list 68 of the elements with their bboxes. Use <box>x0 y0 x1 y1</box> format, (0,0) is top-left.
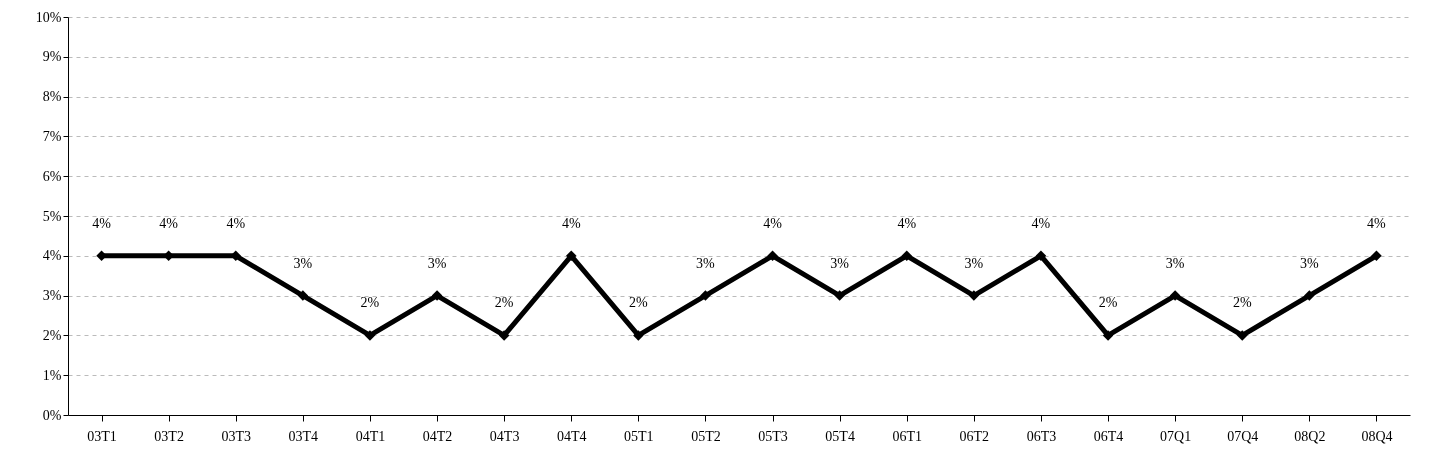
x-tick-label: 03T3 <box>221 428 252 444</box>
y-tick-label: 7% <box>42 128 62 144</box>
y-tick-label: 0% <box>42 407 62 423</box>
x-tick-label: 04T2 <box>422 428 453 444</box>
x-tick-label: 05T2 <box>691 428 721 444</box>
x-tick-label: 04T3 <box>489 428 520 444</box>
data-label: 4% <box>1031 215 1051 231</box>
data-label: 4% <box>92 215 112 231</box>
data-label: 2% <box>360 295 380 311</box>
y-tick-label: 5% <box>42 208 62 224</box>
x-tick-label: 08Q2 <box>1294 428 1326 444</box>
point <box>633 330 644 341</box>
x-tick-label: 04T4 <box>556 428 587 444</box>
x-tick-label: 07Q1 <box>1160 428 1192 444</box>
data-label: 4% <box>561 215 581 231</box>
data-label: 4% <box>763 215 783 231</box>
point <box>834 290 845 301</box>
data-label: 2% <box>1098 295 1118 311</box>
y-tick-label: 9% <box>42 49 62 65</box>
point <box>297 290 309 301</box>
data-label: 4% <box>159 215 179 231</box>
y-tick-label: 8% <box>42 89 62 105</box>
x-tick-label: 06T3 <box>1026 428 1057 444</box>
y-tick-label: 2% <box>42 327 62 343</box>
y-tick-label: 4% <box>42 248 62 264</box>
x-tick-label: 03T4 <box>288 428 319 444</box>
x-tick-label: 08Q4 <box>1361 428 1393 444</box>
point <box>1102 330 1114 341</box>
data-label: 3% <box>1165 255 1185 271</box>
x-tick-label: 03T1 <box>87 428 117 444</box>
data-label: 4% <box>226 215 246 231</box>
data-label: 3% <box>293 255 313 271</box>
y-tick-label: 1% <box>42 367 62 383</box>
point <box>1304 290 1315 301</box>
data-label: 4% <box>897 215 917 231</box>
point <box>1169 290 1181 301</box>
point <box>1035 250 1047 262</box>
data-label: 4% <box>1367 215 1387 231</box>
data-label: 3% <box>830 255 850 271</box>
data-label: 2% <box>494 295 514 311</box>
y-tick-label: 6% <box>42 168 62 184</box>
point <box>901 250 912 262</box>
data-label: 3% <box>964 255 984 271</box>
point <box>1371 250 1382 262</box>
x-tick-label: 04T1 <box>355 428 386 444</box>
x-tick-label: 07Q4 <box>1227 428 1259 444</box>
data-label: 2% <box>1232 295 1252 311</box>
point <box>1237 330 1248 341</box>
x-tick-label: 06T4 <box>1093 428 1124 444</box>
y-tick-label: 3% <box>42 288 62 304</box>
x-tick-label: 06T2 <box>959 428 990 444</box>
x-tick-label: 05T3 <box>758 428 788 444</box>
x-tick-label: 06T1 <box>892 428 923 444</box>
point <box>431 290 443 301</box>
x-tick-label: 05T1 <box>624 428 654 444</box>
data-label: 3% <box>1300 255 1320 271</box>
point <box>566 250 577 262</box>
data-label: 3% <box>427 255 447 271</box>
y-tick-label: 10% <box>35 9 62 25</box>
point <box>498 330 510 341</box>
point <box>767 250 778 262</box>
point <box>968 290 980 301</box>
x-tick-label: 05T4 <box>825 428 855 444</box>
data-label: 2% <box>629 295 649 311</box>
data-label: 3% <box>696 255 716 271</box>
point <box>364 330 376 341</box>
x-tick-label: 03T2 <box>154 428 184 444</box>
point <box>700 290 711 301</box>
